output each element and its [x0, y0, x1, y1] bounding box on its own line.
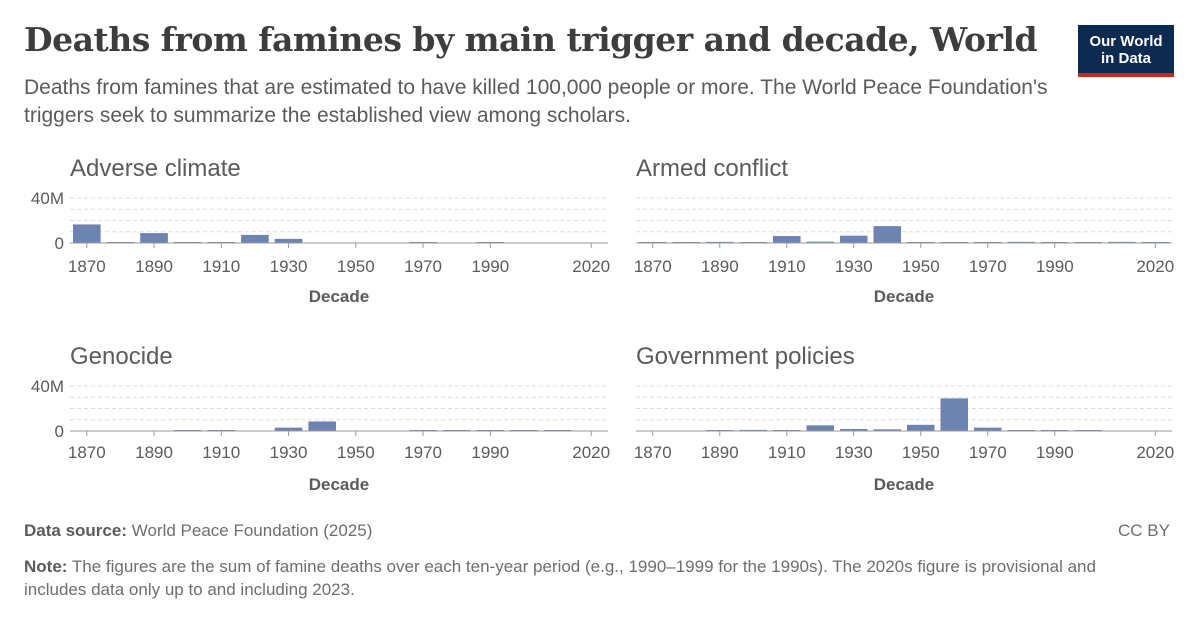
government-policies-xtick-label: 1950 [902, 443, 940, 462]
adverse-climate-xtick-label: 1930 [270, 257, 308, 276]
data-source: Data source: World Peace Foundation (202… [24, 521, 372, 541]
armed-conflict-bar [1141, 241, 1169, 243]
adverse-climate-ytick-label: 40M [31, 189, 64, 208]
genocide-xtick-label: 1930 [270, 443, 308, 462]
adverse-climate-xtick-label: 1970 [404, 257, 442, 276]
license-link[interactable]: CC BY [1118, 521, 1170, 540]
genocide-ytick-label: 40M [31, 377, 64, 396]
government-policies-bar [739, 429, 767, 431]
armed-conflict-bar [773, 236, 801, 243]
armed-conflict-bar [1108, 241, 1136, 243]
chart-subtitle: Deaths from famines that are estimated t… [24, 76, 1048, 127]
adverse-climate-xtick-label: 1910 [202, 257, 240, 276]
armed-conflict-panel-title: Armed conflict [636, 155, 788, 182]
genocide-xtick-label: 1910 [202, 443, 240, 462]
adverse-climate-ytick-label: 0 [55, 234, 64, 253]
armed-conflict-xtick-label: 1890 [701, 257, 739, 276]
genocide-panel-title: Genocide [70, 343, 173, 370]
armed-conflict-x-axis-label: Decade [874, 287, 934, 306]
adverse-climate-xtick-label: 1870 [68, 257, 106, 276]
armed-conflict-bar [873, 226, 901, 243]
armed-conflict-bar [1007, 241, 1035, 243]
armed-conflict-bar [840, 235, 868, 243]
logo-line-2: in Data [1100, 50, 1151, 67]
government-policies-bar [907, 424, 935, 431]
government-policies-xtick-label: 1870 [634, 443, 672, 462]
armed-conflict-xtick-label: 1930 [835, 257, 873, 276]
note-label: Note: [24, 557, 68, 576]
government-policies-xtick-label: 1970 [969, 443, 1007, 462]
government-policies-x-axis-label: Decade [874, 475, 934, 494]
government-policies-bar [940, 398, 968, 431]
government-policies-xtick-label: 1990 [1036, 443, 1074, 462]
data-source-label: Data source: [24, 521, 127, 540]
armed-conflict-xtick-label: 1870 [634, 257, 672, 276]
armed-conflict-bar [706, 241, 734, 243]
logo-line-1: Our World [1089, 33, 1163, 50]
government-policies-xtick-label: 1930 [835, 443, 873, 462]
data-source-text[interactable]: World Peace Foundation (2025) [131, 521, 373, 540]
armed-conflict-xtick-label: 1950 [902, 257, 940, 276]
genocide-xtick-label: 1950 [337, 443, 375, 462]
chart-note: Note: The figures are the sum of famine … [24, 555, 1124, 601]
armed-conflict-xtick-label: 1910 [768, 257, 806, 276]
adverse-climate-bar [73, 224, 101, 243]
genocide-ytick-label: 0 [55, 422, 64, 441]
armed-conflict-bar [806, 241, 834, 243]
government-policies-xtick-label: 1890 [701, 443, 739, 462]
adverse-climate-bar [274, 238, 303, 243]
note-text: The figures are the sum of famine deaths… [24, 557, 1096, 599]
government-policies-bar [840, 428, 868, 431]
adverse-climate-xtick-label: 2020 [572, 257, 610, 276]
genocide-xtick-label: 1870 [68, 443, 106, 462]
genocide-xtick-label: 1890 [135, 443, 173, 462]
government-policies-xtick-label: 2020 [1136, 443, 1174, 462]
adverse-climate-bar [241, 234, 269, 243]
genocide-xtick-label: 2020 [572, 443, 610, 462]
government-policies-bar [974, 427, 1002, 431]
adverse-climate-xtick-label: 1950 [337, 257, 375, 276]
genocide-bar [274, 427, 303, 431]
armed-conflict-xtick-label: 2020 [1136, 257, 1174, 276]
adverse-climate-panel-title: Adverse climate [70, 155, 241, 182]
chart-title: Deaths from famines by main trigger and … [24, 20, 1038, 59]
adverse-climate-xtick-label: 1890 [135, 257, 173, 276]
genocide-bar [308, 421, 336, 431]
armed-conflict-xtick-label: 1990 [1036, 257, 1074, 276]
owid-logo[interactable]: Our World in Data [1078, 25, 1174, 77]
adverse-climate-xtick-label: 1990 [471, 257, 509, 276]
government-policies-bar [806, 425, 834, 431]
genocide-x-axis-label: Decade [309, 475, 369, 494]
armed-conflict-xtick-label: 1970 [969, 257, 1007, 276]
adverse-climate-x-axis-label: Decade [309, 287, 369, 306]
government-policies-panel-title: Government policies [636, 343, 855, 370]
government-policies-xtick-label: 1910 [768, 443, 806, 462]
genocide-xtick-label: 1990 [471, 443, 509, 462]
government-policies-bar [873, 429, 901, 431]
adverse-climate-bar [140, 233, 168, 243]
genocide-xtick-label: 1970 [404, 443, 442, 462]
